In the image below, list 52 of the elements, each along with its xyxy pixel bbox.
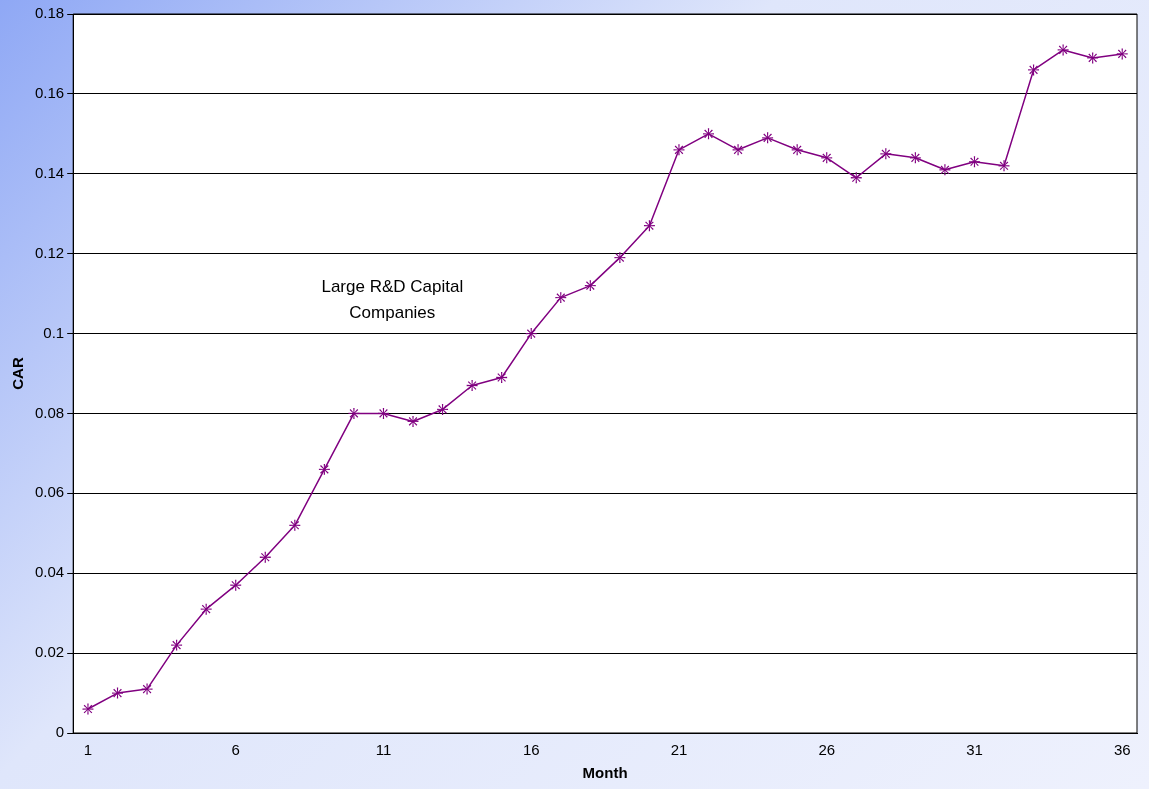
- point: [1116, 48, 1128, 60]
- y-tick-label: 0.18: [34, 4, 65, 22]
- point: [525, 328, 537, 340]
- x-tick-label: 6: [231, 741, 240, 759]
- y-tick-label: 0.02: [34, 643, 65, 661]
- point: [909, 152, 921, 164]
- point: [348, 407, 360, 419]
- point: [466, 380, 478, 391]
- point: [1028, 64, 1040, 76]
- y-tick-label: 0.16: [34, 84, 65, 102]
- x-tick-label: 21: [670, 741, 688, 759]
- y-tick-label: 0.12: [34, 243, 65, 261]
- point: [1087, 52, 1099, 64]
- x-tick-label: 31: [966, 741, 983, 759]
- point: [673, 144, 685, 156]
- y-axis-title: CAR: [9, 357, 27, 390]
- point: [171, 639, 183, 651]
- point: [555, 292, 567, 304]
- point: [732, 144, 744, 156]
- y-tick-label: 0.06: [34, 483, 65, 501]
- point: [112, 687, 123, 699]
- point: [643, 220, 655, 232]
- point: [791, 144, 803, 156]
- point: [200, 603, 212, 615]
- annotation: Large R&D Capital Companies: [321, 276, 464, 322]
- point: [939, 164, 951, 176]
- point: [1057, 44, 1069, 56]
- point: [407, 415, 419, 427]
- x-tick-label: 36: [1113, 741, 1131, 759]
- point: [850, 172, 862, 184]
- point: [821, 152, 833, 164]
- x-axis-title: Month: [582, 764, 628, 782]
- x-tick-label: 16: [522, 741, 540, 759]
- point: [584, 280, 596, 292]
- point: [289, 519, 301, 531]
- point: [762, 132, 774, 144]
- point: [703, 128, 714, 140]
- point: [230, 579, 242, 591]
- point: [969, 156, 980, 168]
- point: [259, 551, 271, 563]
- y-tick-label: 0.1: [43, 323, 65, 341]
- point: [998, 160, 1010, 172]
- point: [614, 252, 626, 264]
- point: [880, 148, 892, 160]
- y-tick-label: 0: [55, 723, 65, 741]
- y-tick-label: 0.08: [34, 403, 65, 421]
- point: [141, 683, 153, 695]
- x-tick-label: 1: [83, 741, 93, 759]
- x-tick-label: 11: [375, 741, 392, 759]
- y-tick-label: 0.14: [34, 163, 65, 181]
- x-tick-label: 26: [818, 741, 836, 759]
- y-tick-label: 0.04: [34, 563, 65, 581]
